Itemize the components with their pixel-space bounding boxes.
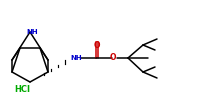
Text: O: O (94, 40, 100, 50)
Text: NH: NH (70, 55, 82, 61)
Text: HCl: HCl (14, 86, 30, 94)
Text: O: O (110, 54, 116, 62)
Text: NH: NH (26, 29, 38, 35)
